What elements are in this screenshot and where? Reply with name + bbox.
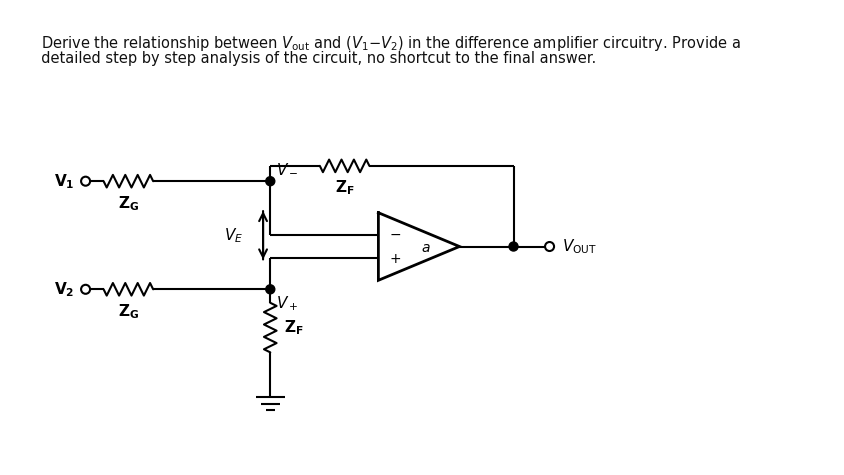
Text: $\mathbf{Z_G}$: $\mathbf{Z_G}$ <box>118 194 139 212</box>
Text: $\mathbf{Z_F}$: $\mathbf{Z_F}$ <box>335 179 354 197</box>
Circle shape <box>509 242 518 251</box>
Text: $a$: $a$ <box>421 241 431 255</box>
Text: $+$: $+$ <box>389 252 401 266</box>
Text: $\mathbf{V_1}$: $\mathbf{V_1}$ <box>54 172 75 190</box>
Text: $V_{\mathrm{OUT}}$: $V_{\mathrm{OUT}}$ <box>562 237 598 256</box>
Text: $V_+$: $V_+$ <box>276 294 298 314</box>
Text: $V_E$: $V_E$ <box>225 226 243 245</box>
Text: $\mathbf{Z_G}$: $\mathbf{Z_G}$ <box>118 302 139 321</box>
Text: $-$: $-$ <box>389 227 402 241</box>
Text: $V_-$: $V_-$ <box>276 161 298 176</box>
Text: detailed step by step analysis of the circuit, no shortcut to the final answer.: detailed step by step analysis of the ci… <box>31 50 596 66</box>
Text: $\mathbf{V_2}$: $\mathbf{V_2}$ <box>54 280 75 299</box>
Circle shape <box>266 285 275 294</box>
Text: Derive the relationship between $V_{\mathrm{out}}$ and $(V_1\mathrm{-}V_2)$ in t: Derive the relationship between $V_{\mat… <box>31 34 740 53</box>
Text: $\mathbf{Z_F}$: $\mathbf{Z_F}$ <box>284 318 303 337</box>
Circle shape <box>266 177 275 186</box>
